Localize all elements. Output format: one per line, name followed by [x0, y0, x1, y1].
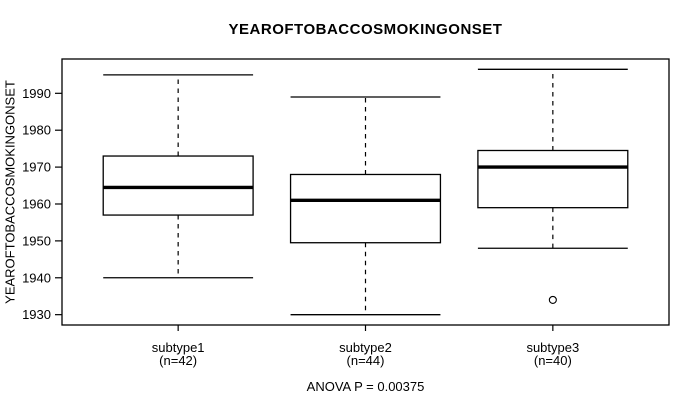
- outlier-point-subtype3: [548, 295, 557, 304]
- y-axis-tick-label: 1950: [22, 233, 51, 248]
- y-axis-tick-label: 1940: [22, 270, 51, 285]
- iqr-box-subtype3: [477, 149, 629, 209]
- y-axis-tick-label: 1960: [22, 196, 51, 211]
- anova-note: ANOVA P = 0.00375: [306, 379, 425, 394]
- y-axis-tick-label: 1930: [22, 307, 51, 322]
- chart-title: YEAROFTOBACCOSMOKINGONSET: [228, 21, 503, 38]
- iqr-box-subtype1: [102, 155, 254, 216]
- iqr-box-subtype2: [289, 173, 442, 244]
- y-axis-tick-label: 1970: [22, 160, 51, 175]
- x-group-label-subtype3: subtype3: [526, 340, 579, 355]
- x-group-sublabel-subtype2: (n=44): [347, 353, 385, 368]
- x-group-label-subtype1: subtype1: [152, 340, 205, 355]
- x-group-sublabel-subtype1: (n=42): [159, 353, 197, 368]
- x-group-label-subtype2: subtype2: [339, 340, 392, 355]
- x-group-sublabel-subtype3: (n=40): [534, 353, 572, 368]
- y-axis-tick-label: 1980: [22, 123, 51, 138]
- y-axis-tick-label: 1990: [22, 86, 51, 101]
